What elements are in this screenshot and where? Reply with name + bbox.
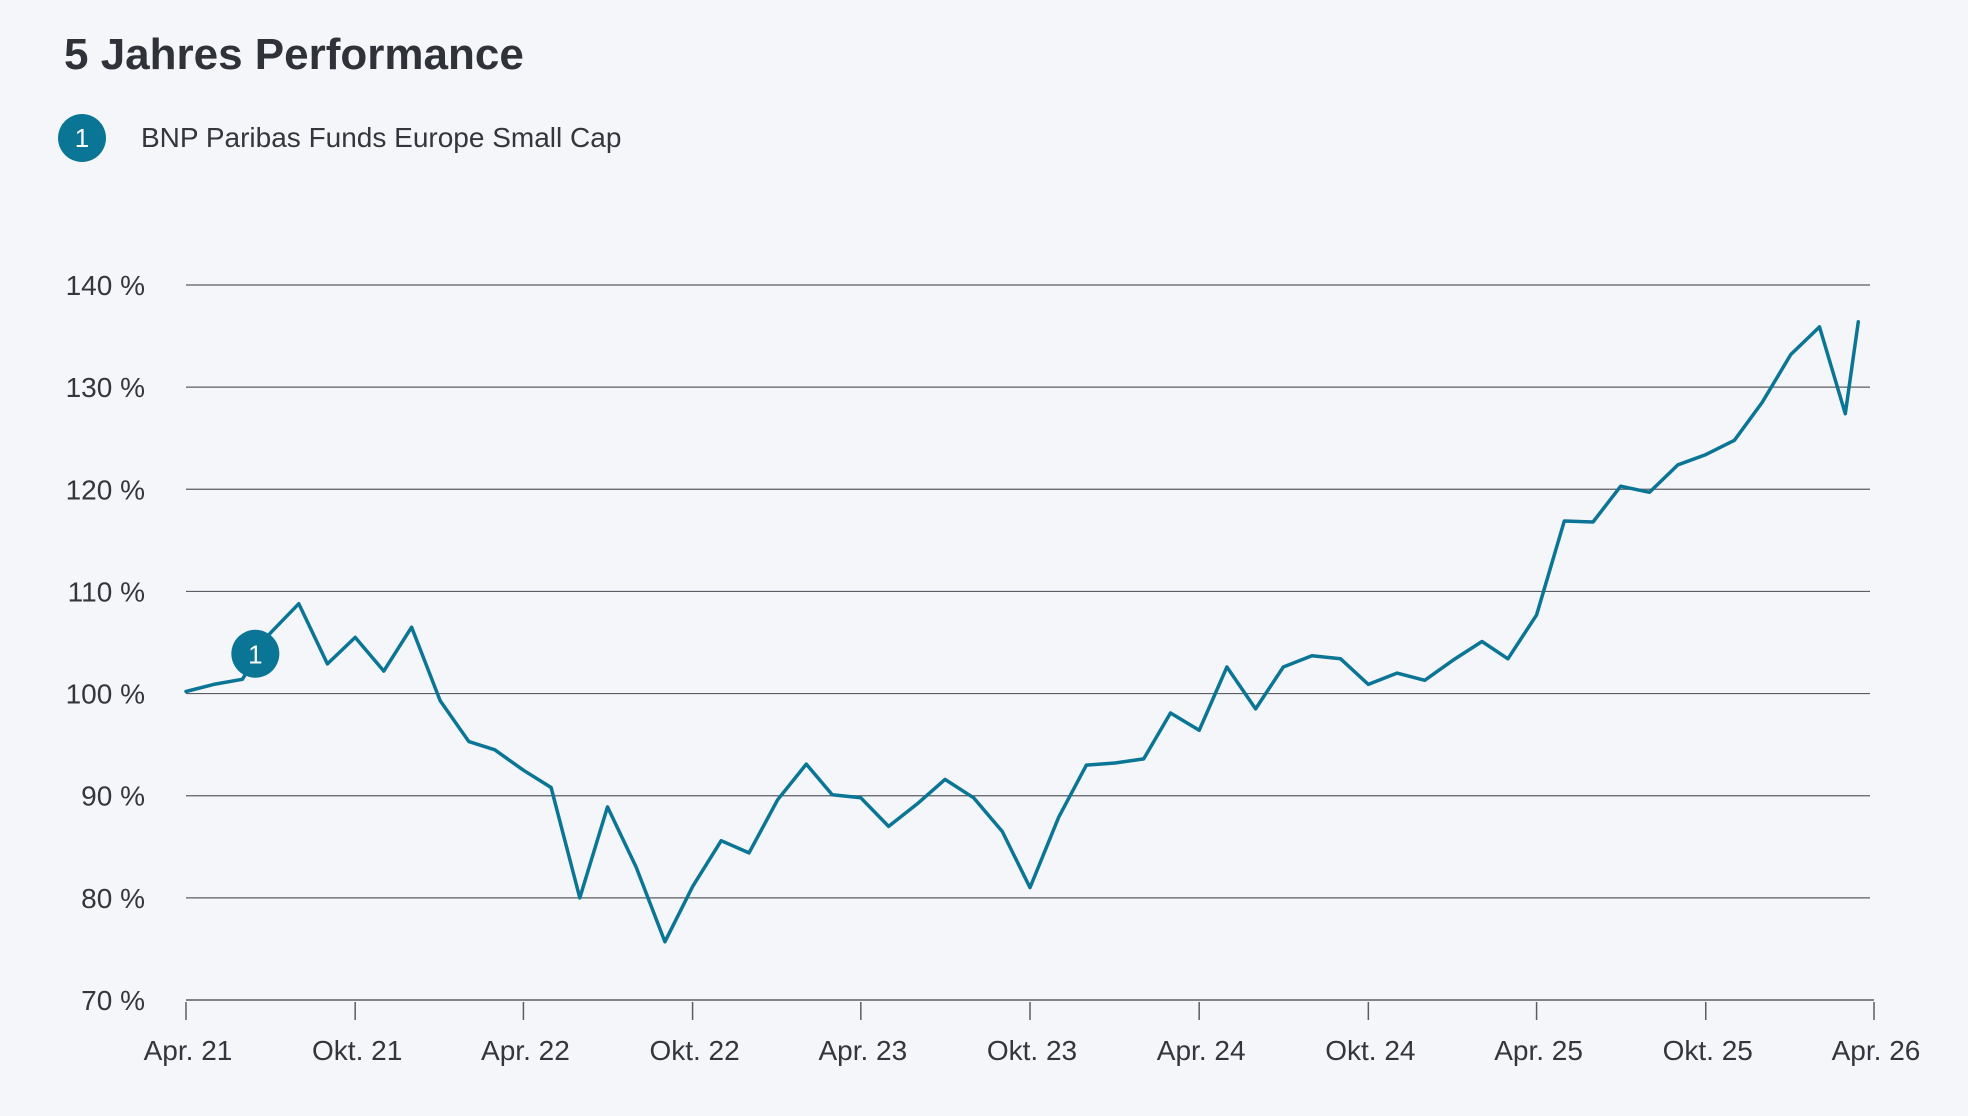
x-tick-label: Okt. 21: [312, 1035, 402, 1066]
y-tick-label: 70 %: [81, 985, 145, 1016]
y-tick-label: 80 %: [81, 883, 145, 914]
x-tick-label: Okt. 23: [987, 1035, 1077, 1066]
legend-entry: BNP Paribas Funds Europe Small Cap: [141, 122, 622, 153]
grid-lines: [186, 284, 1870, 899]
y-tick-label: 100 %: [66, 679, 145, 710]
x-tick-label: Apr. 23: [818, 1035, 907, 1066]
x-tick-label: Okt. 25: [1663, 1035, 1753, 1066]
series-line: [184, 320, 1861, 944]
x-tick-label: Apr. 26: [1832, 1035, 1921, 1066]
x-tick-label: Okt. 24: [1325, 1035, 1415, 1066]
chart-title: 5 Jahres Performance: [64, 30, 524, 79]
legend-marker: 1: [58, 114, 106, 162]
y-tick-label: 120 %: [66, 474, 145, 505]
x-tick-label: Apr. 25: [1494, 1035, 1583, 1066]
series-marker-label: 1: [248, 640, 262, 670]
x-tick-label: Okt. 22: [649, 1035, 739, 1066]
series-marker: [231, 629, 280, 678]
x-tick-label: Apr. 21: [144, 1035, 233, 1066]
legend: 1 BNP Paribas Funds Europe Small Cap: [58, 114, 621, 162]
y-tick-label: 130 %: [66, 372, 145, 403]
y-tick-label: 110 %: [68, 576, 145, 607]
x-tick-label: Apr. 24: [1157, 1035, 1246, 1066]
x-tick-label: Apr. 22: [481, 1035, 570, 1066]
y-tick-label: 140 %: [66, 270, 145, 301]
series-layer: 1: [184, 320, 1861, 944]
x-axis: Apr. 21 Okt. 21 Apr. 22 Okt. 22 Apr. 23 Okt. …: [144, 999, 1921, 1066]
y-tick-label: 90 %: [81, 781, 145, 812]
y-axis: 70 % 80 % 90 % 100 % 110 % 120 % 130 % 140 %: [66, 270, 145, 1016]
